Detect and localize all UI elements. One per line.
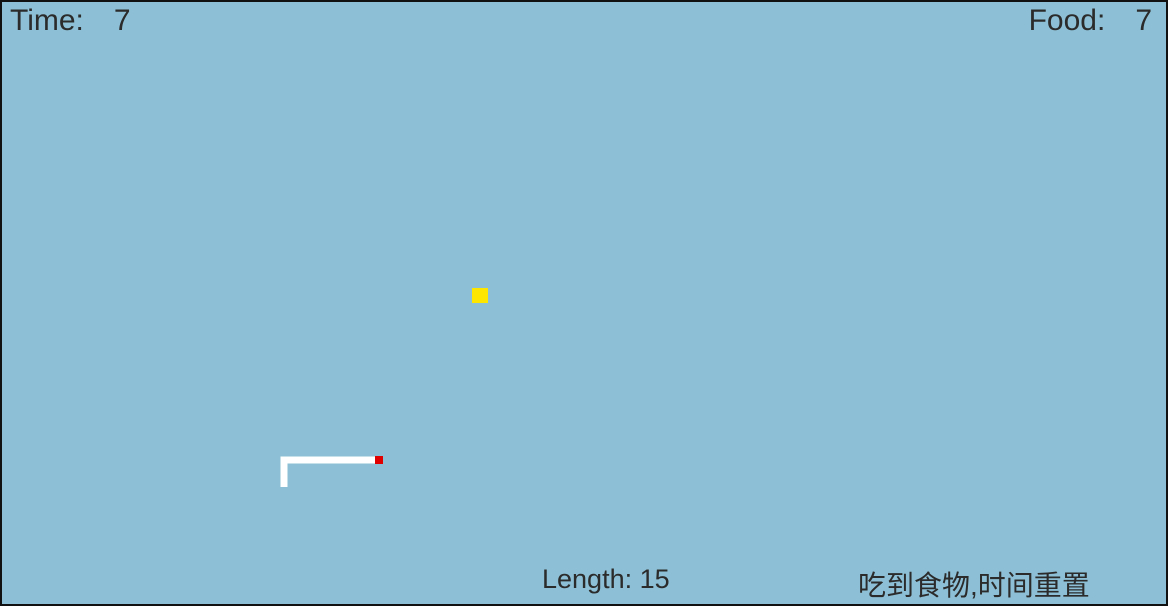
length-value: 15 <box>639 564 670 594</box>
status-message: 吃到食物,时间重置 <box>858 570 1090 601</box>
time-value: 7 <box>113 4 131 37</box>
length-label: Length: <box>542 564 633 594</box>
time-display: Time: 7 <box>10 4 131 38</box>
food-value: 7 <box>1135 4 1152 37</box>
length-display: Length: 15 <box>542 564 670 595</box>
food-display: Food: 7 <box>1029 4 1152 38</box>
food <box>472 288 488 303</box>
food-label: Food: <box>1028 4 1106 37</box>
snake-head <box>375 456 383 464</box>
time-label: Time: <box>10 4 84 37</box>
snake-body <box>280 456 376 487</box>
